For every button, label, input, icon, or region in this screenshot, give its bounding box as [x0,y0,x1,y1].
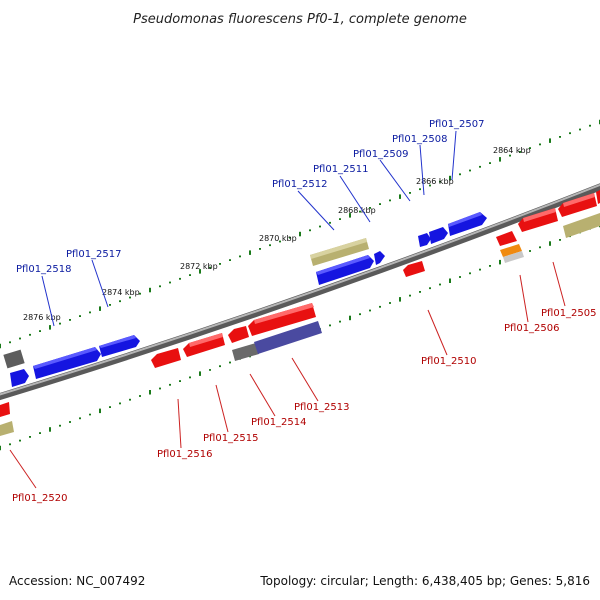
gene-label[interactable]: Pfl01_2520 [12,493,68,504]
scale-label-2872: 2872 kbp [180,262,218,271]
gene-label[interactable]: Pfl01_2514 [251,417,307,428]
leader-line [249,373,276,417]
leader-line [419,144,425,196]
gene-arrow[interactable] [523,208,556,222]
scale-label-2874: 2874 kbp [102,288,140,297]
gene-arrow[interactable] [429,227,448,244]
leader-line [177,398,182,449]
scale-label-2870: 2870 kbp [259,234,297,243]
gene-block[interactable] [503,251,524,263]
gene-block[interactable] [254,321,322,354]
scale-label-2876: 2876 kbp [23,313,61,322]
top-leader-lines [41,130,457,327]
gene-arrow[interactable] [448,212,482,227]
leader-line [297,190,335,231]
gene-arrow[interactable] [316,255,374,285]
genome-backbone-highlight [0,183,600,396]
scale-label-2864: 2864 kbp [493,146,531,155]
gene-arrow[interactable] [189,333,223,347]
gene-block-top[interactable] [310,238,367,259]
bottom-leader-lines [9,261,566,489]
gene-label[interactable]: Pfl01_2518 [16,264,72,275]
gene-block[interactable] [500,244,522,257]
gene-block[interactable] [0,421,14,436]
gene-arrow[interactable] [418,233,431,247]
gene-block[interactable] [563,213,600,238]
gene-arrow[interactable] [33,347,101,379]
leader-line [339,175,371,223]
reverse-strand-genes [0,190,600,436]
gene-arrow[interactable] [374,251,385,265]
scale-labels: 2876 kbp 2874 kbp 2872 kbp 2870 kbp 2868… [23,146,531,322]
top-gene-labels: Pfl01_2518 Pfl01_2517 Pfl01_2512 Pfl01_2… [16,119,485,275]
leader-line [215,384,229,433]
outer-scale-track [0,119,600,349]
leader-line [41,275,55,327]
gene-arrow[interactable] [448,212,487,236]
forward-strand-genes [3,212,487,387]
gene-arrow[interactable] [228,326,249,343]
gene-label[interactable]: Pfl01_2512 [272,179,328,190]
gene-label[interactable]: Pfl01_2508 [392,134,448,145]
gene-label[interactable]: Pfl01_2509 [353,149,409,160]
gene-block[interactable] [0,402,10,417]
genome-summary-text: Topology: circular; Length: 6,438,405 bp… [259,574,590,588]
bottom-gene-labels: Pfl01_2520 Pfl01_2516 Pfl01_2515 Pfl01_2… [12,308,597,504]
gene-label[interactable]: Pfl01_2515 [203,433,259,444]
scale-label-2866: 2866 kbp [416,177,454,186]
gene-block[interactable] [3,349,25,369]
leader-line [291,357,319,402]
gene-block[interactable] [596,190,600,204]
gene-label[interactable]: Pfl01_2511 [313,164,369,175]
gene-arrow[interactable] [99,335,136,348]
map-title: Pseudomonas fluorescens Pf0-1, complete … [133,12,467,27]
gene-label[interactable]: Pfl01_2510 [421,356,477,367]
gene-block[interactable] [496,231,517,246]
gene-arrow[interactable] [254,303,314,324]
gene-label[interactable]: Pfl01_2513 [294,402,350,413]
gene-label[interactable]: Pfl01_2505 [541,308,597,319]
accession-text: Accession: NC_007492 [9,574,145,588]
scale-label-2868: 2868 kbp [338,206,376,215]
leader-line [451,130,457,181]
gene-arrow[interactable] [563,193,595,207]
gene-label[interactable]: Pfl01_2516 [157,449,213,460]
gene-label[interactable]: Pfl01_2506 [504,323,560,334]
leader-line [91,259,109,308]
gene-arrow[interactable] [151,348,181,368]
leader-line [379,159,411,202]
leader-line [552,261,566,307]
genome-backbone [0,183,600,401]
gene-block[interactable] [232,343,259,361]
gene-arrow[interactable] [99,335,140,357]
gene-label[interactable]: Pfl01_2517 [66,249,122,260]
leader-line [519,274,529,323]
leader-line [9,449,37,489]
gene-arrow[interactable] [10,369,29,387]
leader-line [427,309,448,356]
gene-label[interactable]: Pfl01_2507 [429,119,485,130]
gene-arrow[interactable] [33,347,97,369]
gene-arrow[interactable] [403,261,425,277]
gene-arrow[interactable] [316,255,370,275]
